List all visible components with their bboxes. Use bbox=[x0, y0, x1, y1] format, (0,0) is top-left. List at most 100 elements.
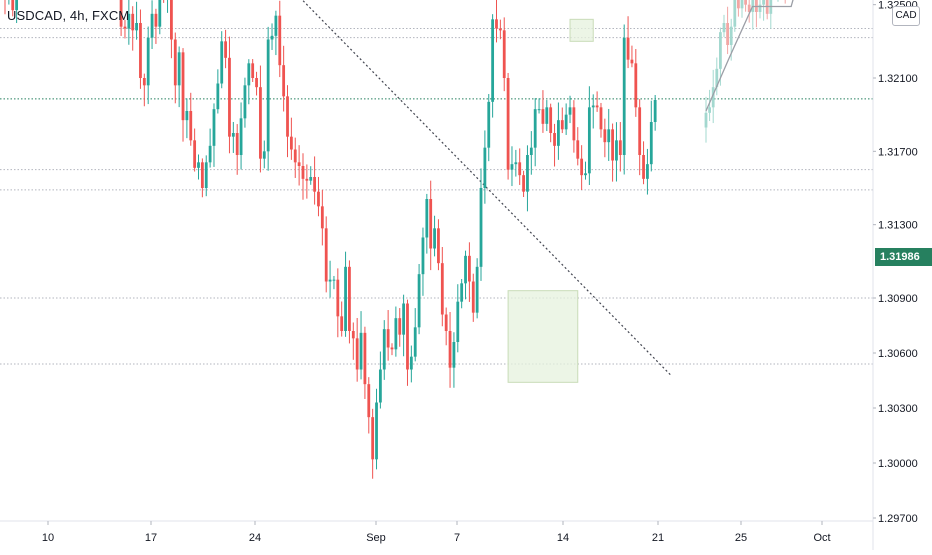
candle-body bbox=[549, 107, 553, 133]
candle bbox=[216, 69, 220, 114]
candle-body bbox=[510, 164, 514, 170]
candle-body bbox=[340, 316, 344, 331]
candle bbox=[649, 100, 653, 172]
axes-layer: 1.29700 1.30000 1.30300 1.30600 1.30900 1.313… bbox=[0, 0, 918, 550]
candle-body bbox=[212, 109, 216, 146]
candle bbox=[193, 128, 197, 172]
candle bbox=[634, 49, 638, 117]
y-tick-label: 1.30000 bbox=[878, 458, 918, 470]
projection-body bbox=[715, 68, 719, 88]
chart-title: USDCAD, 4h, FXCM bbox=[7, 8, 130, 23]
y-tick-label: 1.30600 bbox=[878, 348, 918, 360]
candle-body bbox=[483, 147, 487, 188]
candle bbox=[363, 326, 367, 399]
candle-body bbox=[336, 279, 340, 317]
candle bbox=[123, 19, 127, 39]
candle bbox=[638, 99, 642, 176]
candle bbox=[471, 273, 475, 322]
candle-body bbox=[545, 107, 549, 124]
candle bbox=[622, 24, 626, 175]
current-price-tag: 1.31986 bbox=[875, 248, 932, 266]
candle bbox=[626, 16, 630, 69]
candle-body bbox=[371, 417, 375, 460]
candle-body bbox=[278, 15, 282, 66]
candle bbox=[409, 345, 413, 383]
projection-body bbox=[711, 87, 715, 108]
x-tick-label: 7 bbox=[454, 532, 460, 544]
candle bbox=[200, 158, 204, 198]
candle bbox=[262, 140, 266, 169]
currency-badge[interactable]: CAD bbox=[892, 6, 920, 26]
candle-body bbox=[553, 133, 556, 146]
candle-body bbox=[313, 177, 316, 192]
candle bbox=[220, 31, 224, 89]
candle-body bbox=[406, 303, 409, 370]
projection-body bbox=[729, 26, 733, 45]
candle bbox=[529, 131, 533, 175]
candle bbox=[576, 127, 580, 166]
candle-body bbox=[146, 37, 150, 86]
candle bbox=[278, 0, 282, 78]
candle bbox=[355, 317, 359, 382]
candle-body bbox=[185, 111, 189, 121]
candle bbox=[444, 307, 448, 346]
candle-body bbox=[15, 0, 19, 11]
projection-candle bbox=[755, 0, 758, 28]
candle-body bbox=[615, 140, 618, 161]
candle bbox=[235, 124, 239, 175]
candle bbox=[154, 8, 158, 44]
candle bbox=[440, 246, 444, 327]
candle bbox=[545, 100, 549, 132]
candle-body bbox=[502, 30, 506, 78]
candle-body bbox=[305, 178, 309, 181]
candle bbox=[224, 29, 227, 69]
candle bbox=[336, 268, 340, 338]
candle-body bbox=[437, 228, 440, 264]
candle-body bbox=[375, 402, 378, 460]
candle bbox=[266, 26, 270, 171]
candle bbox=[618, 122, 622, 172]
candle bbox=[135, 1, 138, 40]
candle bbox=[367, 377, 371, 434]
candle-body bbox=[259, 87, 262, 159]
candle bbox=[630, 45, 634, 68]
candle bbox=[251, 59, 255, 83]
highlight-zone-2 bbox=[569, 18, 594, 42]
projection-candle bbox=[765, 0, 769, 20]
candle-body bbox=[479, 188, 483, 267]
candle-body bbox=[189, 111, 193, 141]
candle-body bbox=[440, 263, 444, 315]
candle-body bbox=[638, 107, 642, 155]
candle-body bbox=[487, 101, 491, 148]
candle-body bbox=[607, 129, 611, 143]
candle bbox=[599, 102, 603, 138]
candle bbox=[402, 294, 406, 357]
projection-body bbox=[708, 107, 711, 113]
candle-body bbox=[498, 28, 502, 31]
candle bbox=[568, 95, 572, 124]
candle bbox=[163, 0, 165, 3]
candle bbox=[417, 263, 421, 335]
projection-body bbox=[733, 0, 737, 27]
candle-body bbox=[599, 107, 603, 130]
y-tick-label: 1.32100 bbox=[878, 73, 918, 85]
candle-body bbox=[595, 105, 599, 108]
candle bbox=[286, 85, 289, 158]
candle bbox=[595, 91, 599, 112]
candle-body bbox=[255, 78, 258, 88]
candle bbox=[615, 122, 618, 182]
candle bbox=[282, 45, 286, 112]
candle-body bbox=[642, 155, 645, 179]
candle-body bbox=[293, 149, 297, 163]
candle bbox=[533, 98, 537, 167]
candle bbox=[429, 180, 433, 271]
candle-body bbox=[429, 199, 433, 249]
candle bbox=[413, 308, 417, 362]
y-tick-label: 1.29700 bbox=[878, 513, 918, 525]
candle-body bbox=[452, 342, 456, 368]
candle-body bbox=[220, 41, 224, 84]
candle-body bbox=[328, 279, 332, 282]
projection-body bbox=[704, 112, 708, 128]
